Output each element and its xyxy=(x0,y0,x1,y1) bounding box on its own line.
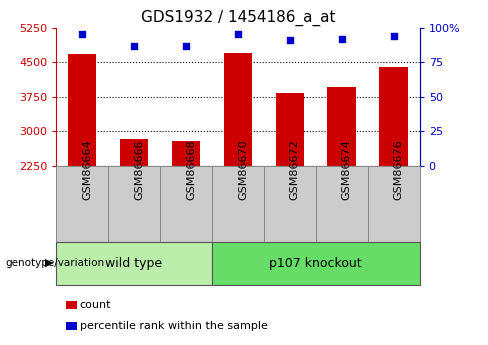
Text: GSM86664: GSM86664 xyxy=(82,139,92,200)
Bar xyxy=(212,241,420,285)
Bar xyxy=(160,166,212,242)
Text: p107 knockout: p107 knockout xyxy=(269,257,362,269)
Text: GSM86676: GSM86676 xyxy=(394,139,404,200)
Point xyxy=(130,43,138,48)
Point xyxy=(78,32,86,37)
Text: GSM86670: GSM86670 xyxy=(238,139,248,200)
Bar xyxy=(108,166,160,242)
Bar xyxy=(316,166,368,242)
Bar xyxy=(56,241,212,285)
Text: percentile rank within the sample: percentile rank within the sample xyxy=(80,321,267,331)
Point xyxy=(234,32,242,37)
Bar xyxy=(264,166,316,242)
Bar xyxy=(276,93,304,166)
Bar xyxy=(120,139,148,166)
Text: wild type: wild type xyxy=(105,257,163,269)
Text: GSM86668: GSM86668 xyxy=(186,139,196,200)
Text: GSM86672: GSM86672 xyxy=(290,139,300,200)
Bar xyxy=(368,166,420,242)
Text: ▶: ▶ xyxy=(44,258,53,268)
Point xyxy=(286,37,294,43)
Title: GDS1932 / 1454186_a_at: GDS1932 / 1454186_a_at xyxy=(141,10,335,26)
Bar xyxy=(68,54,96,166)
Point xyxy=(338,36,346,41)
Text: genotype/variation: genotype/variation xyxy=(5,258,104,268)
Text: GSM86666: GSM86666 xyxy=(134,139,144,200)
Text: GSM86674: GSM86674 xyxy=(342,139,352,200)
Bar xyxy=(380,67,408,166)
Bar xyxy=(212,166,264,242)
Text: count: count xyxy=(80,300,111,310)
Bar xyxy=(327,87,356,166)
Bar xyxy=(224,53,252,166)
Bar xyxy=(56,166,108,242)
Bar xyxy=(172,141,200,166)
Point xyxy=(182,43,190,48)
Point xyxy=(390,33,398,39)
